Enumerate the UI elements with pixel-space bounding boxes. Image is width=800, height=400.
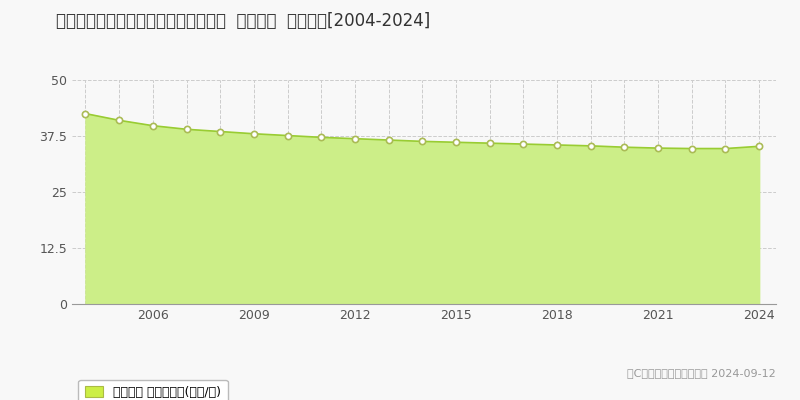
Text: 愛知県知多市にしの台４丁目７番３外  地価公示  地価推移[2004-2024]: 愛知県知多市にしの台４丁目７番３外 地価公示 地価推移[2004-2024] bbox=[56, 12, 430, 30]
Legend: 地価公示 平均坊単価(万円/坊): 地価公示 平均坊単価(万円/坊) bbox=[78, 380, 227, 400]
Text: （C）土地価格ドットコム 2024-09-12: （C）土地価格ドットコム 2024-09-12 bbox=[627, 368, 776, 378]
